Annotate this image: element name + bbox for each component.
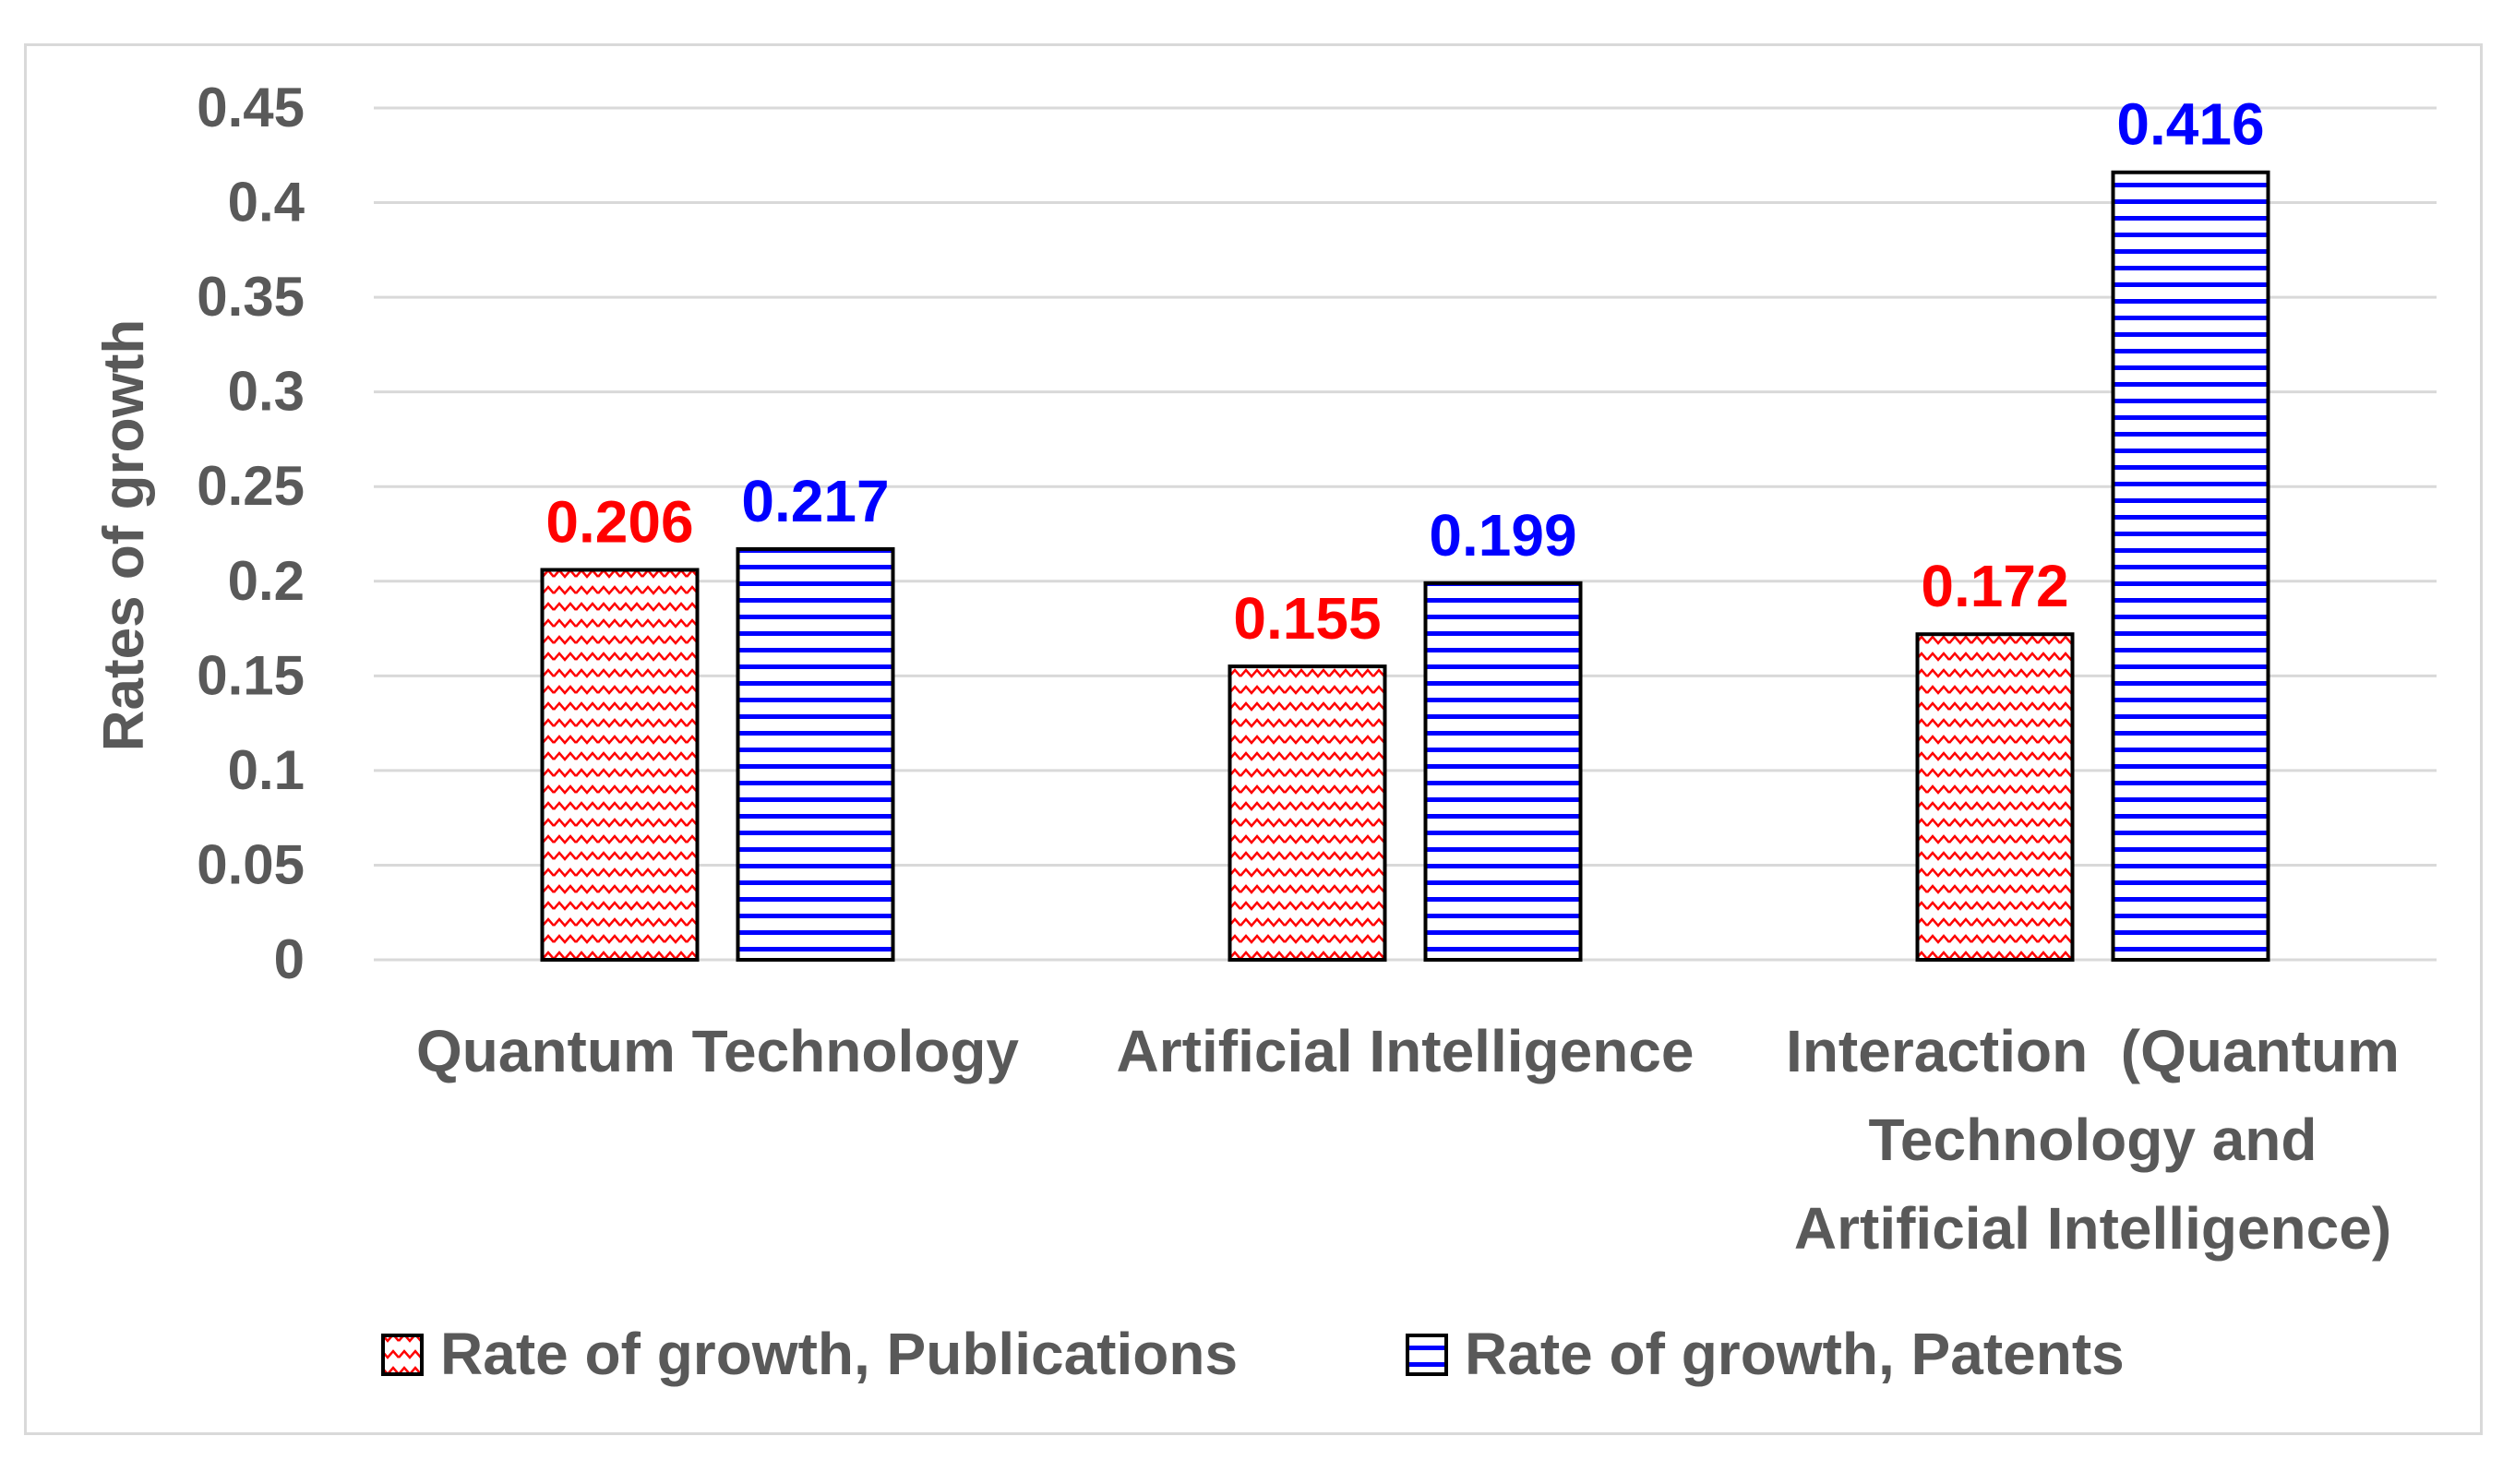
data-label-patents: 0.199 xyxy=(1429,502,1576,568)
y-axis-title: Rates of growth xyxy=(92,319,156,751)
y-tick-label: 0 xyxy=(274,928,305,990)
y-tick-label: 0.15 xyxy=(197,644,305,706)
legend-label-patents: Rate of growth, Patents xyxy=(1465,1321,2125,1387)
bar-publications xyxy=(1915,632,2075,962)
x-category-label: Artificial Intelligence xyxy=(1117,1018,1695,1084)
y-axis-ticks: 0 0.05 0.1 0.15 0.2 0.25 0.3 0.35 0.4 0.45 xyxy=(197,77,305,990)
legend-swatch-patents xyxy=(1406,1334,1448,1376)
y-tick-label: 0.1 xyxy=(228,739,305,801)
bar-patents xyxy=(2111,170,2270,962)
x-category-label: Artificial Intelligence) xyxy=(1794,1195,2391,1262)
y-tick-label: 0.45 xyxy=(197,77,305,138)
y-tick-label: 0.05 xyxy=(197,833,305,895)
bar-patents xyxy=(736,546,895,962)
gridlines xyxy=(374,106,2437,962)
legend: Rate of growth, Publications Rate of grow… xyxy=(381,1321,2125,1387)
data-label-patents: 0.416 xyxy=(2116,91,2264,158)
y-tick-label: 0.35 xyxy=(197,266,305,328)
x-category-label: Interaction (Quantum xyxy=(1786,1018,2400,1084)
data-label-publications: 0.206 xyxy=(545,488,693,555)
y-tick-label: 0.4 xyxy=(228,172,305,233)
data-label-patents: 0.217 xyxy=(741,468,889,534)
bars xyxy=(540,170,2270,963)
y-tick-label: 0.3 xyxy=(228,361,305,423)
x-category-label: Quantum Technology xyxy=(416,1018,1019,1084)
bar-publications xyxy=(1228,664,1387,962)
x-category-label: Technology and xyxy=(1869,1107,2317,1173)
y-tick-label: 0.2 xyxy=(228,550,305,612)
data-label-publications: 0.172 xyxy=(1921,553,2068,619)
legend-swatch-publications xyxy=(381,1334,424,1376)
x-axis-categories: Quantum Technology Artificial Intelligenc… xyxy=(416,1018,2400,1262)
data-label-publications: 0.155 xyxy=(1233,585,1381,652)
bar-publications xyxy=(540,568,700,963)
legend-label-publications: Rate of growth, Publications xyxy=(440,1321,1238,1387)
y-tick-label: 0.25 xyxy=(197,455,305,517)
bar-patents xyxy=(1423,580,1583,963)
data-labels: 0.206 0.217 0.155 0.199 0.172 0.416 xyxy=(545,91,2264,652)
